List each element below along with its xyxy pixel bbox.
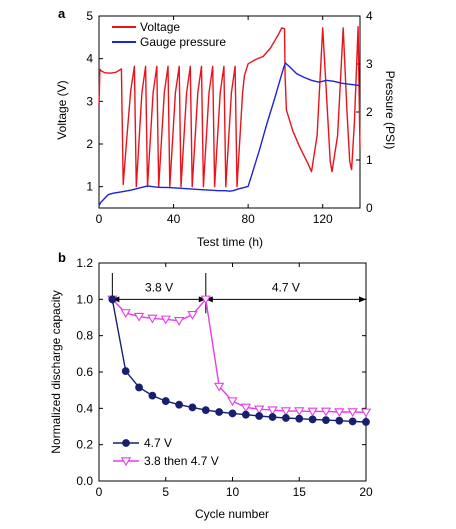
panel-a-y2tick-label: 4 [366,9,373,23]
panel-b-marker-circle [308,415,317,424]
panel-b-series [107,295,372,426]
panel-b-ytick-label: 0.2 [76,438,93,452]
panel-b-marker-triangle [213,382,225,392]
panel-b-label: b [58,250,66,265]
panel-b-marker-triangle [120,457,132,467]
panel-b-ytick-label: 0.0 [76,474,93,488]
panel-b-marker-circle [135,383,143,392]
panel-a-xtick-label: 0 [96,212,103,226]
panel-a-series-line-pressure [98,62,361,206]
panel-a-plot-frame [98,15,361,209]
panel-b-legend-label: 3.8 then 4.7 V [144,454,219,468]
panel-b-marker-triangle [227,397,238,407]
panel-a-ytick-label: 5 [86,9,93,23]
panel-a-label: a [58,6,66,21]
panel-b-marker-circle [348,417,357,426]
panel-a-y2label: Pressure (PSI) [383,71,397,150]
panel-a-ytick-label: 3 [86,94,93,108]
panel-b-marker-circle [255,412,264,420]
panel-a-series [98,26,361,206]
panel-b-xtick-label: 5 [162,485,169,499]
panel-b-marker-circle [335,416,344,425]
panel-a-ytick-label: 2 [86,137,93,151]
panel-b-marker-circle [175,400,184,409]
panel-b-marker-triangle [280,407,292,417]
panel-b-marker-circle [228,409,237,418]
panel-a: a Test time (h) Voltage (V) Pressure (PS… [55,6,397,249]
panel-b-marker-circle [362,418,370,426]
panel-a-ytick-label: 1 [86,180,93,194]
panel-a-y2tick-label: 3 [366,57,373,71]
panel-b-legend-label: 4.7 V [144,436,172,450]
panel-b-marker-triangle [320,407,332,417]
panel-b-marker-circle [188,403,197,412]
panel-b-ytick-label: 0.6 [76,365,93,379]
panel-b-xtick-label: 15 [293,485,307,499]
panel-b-ytick-label: 0.8 [76,329,93,343]
panel-b-legend: 4.7 V 3.8 then 4.7 V [113,436,219,468]
panel-b-marker-triangle [160,315,171,325]
panel-a-ylabel: Voltage (V) [55,80,69,139]
panel-b-marker-circle [215,408,224,416]
panel-b-xtick-label: 10 [226,485,240,499]
panel-a-y2tick-label: 2 [366,105,373,119]
panel-b-marker-circle [201,406,210,415]
panel-b-marker-circle [322,416,330,425]
panel-b-marker-triangle [267,406,278,416]
panel-b-marker-triangle [254,405,265,415]
panel-a-y2tick-label: 1 [366,153,373,167]
panel-b-axes: 0 5 10 15 20 0.0 0.2 0.4 0.6 0.8 1.0 1.2 [76,256,373,499]
panel-b-marker-circle [241,410,250,419]
panel-b-marker-circle [122,439,130,447]
panel-a-ytick-label: 4 [86,52,93,66]
panel-b-plot-frame [98,262,367,482]
panel-b-annotation-label: 3.8 V [145,280,173,294]
panel-a-xtick-label: 40 [167,212,181,226]
panel-b-ylabel: Normalized discharge capacity [49,290,63,453]
panel-b-marker-triangle [187,311,198,320]
panel-b-marker-triangle [294,407,305,417]
panel-b-ytick-label: 1.0 [76,292,93,306]
panel-a-xtick-label: 120 [313,212,333,226]
panel-b-annotation-arrowhead [359,296,366,303]
panel-b-marker-triangle [307,407,318,417]
panel-b-marker-circle [268,413,277,421]
panel-b-xtick-label: 0 [96,485,103,499]
panel-b-annotations: 3.8 V 4.7 V [111,273,366,314]
panel-a-xlabel: Test time (h) [197,235,263,249]
panel-b: b Cycle number Normalized discharge capa… [49,250,373,521]
panel-b-marker-triangle [120,309,131,319]
panel-b-marker-circle [161,397,170,405]
panel-b-xlabel: Cycle number [195,507,269,521]
panel-b-marker-triangle [360,408,372,418]
panel-b-marker-triangle [173,317,185,326]
panel-b-marker-triangle [240,403,252,413]
panel-b-marker-circle [148,391,157,400]
panel-b-marker-circle [282,414,290,422]
panel-a-legend-label: Voltage [140,20,180,34]
panel-b-marker-triangle [147,314,158,324]
panel-a-series-line-voltage [98,26,361,188]
panel-b-annotation-label: 4.7 V [272,280,300,294]
panel-a-y2tick-label: 0 [366,201,373,215]
panel-b-annotation-arrowhead [205,296,213,303]
panel-a-xtick-label: 80 [241,212,255,226]
panel-a-legend-label: Gauge pressure [140,35,226,49]
panel-b-ytick-label: 1.2 [76,256,93,270]
panel-b-marker-circle [121,367,130,375]
panel-b-marker-circle [295,414,304,423]
panel-b-xtick-label: 20 [359,485,373,499]
panel-b-marker-triangle [334,408,345,418]
panel-b-marker-triangle [133,312,145,322]
panel-b-marker-triangle [347,408,358,418]
panel-b-ytick-label: 0.4 [76,401,93,415]
panel-b-annotation-arrowhead [198,296,206,303]
panel-b-marker-triangle [200,295,211,305]
panel-a-axes: 0 40 80 120 1 2 3 4 5 0 1 2 3 4 [86,9,373,226]
panel-b-marker-circle [108,295,117,304]
